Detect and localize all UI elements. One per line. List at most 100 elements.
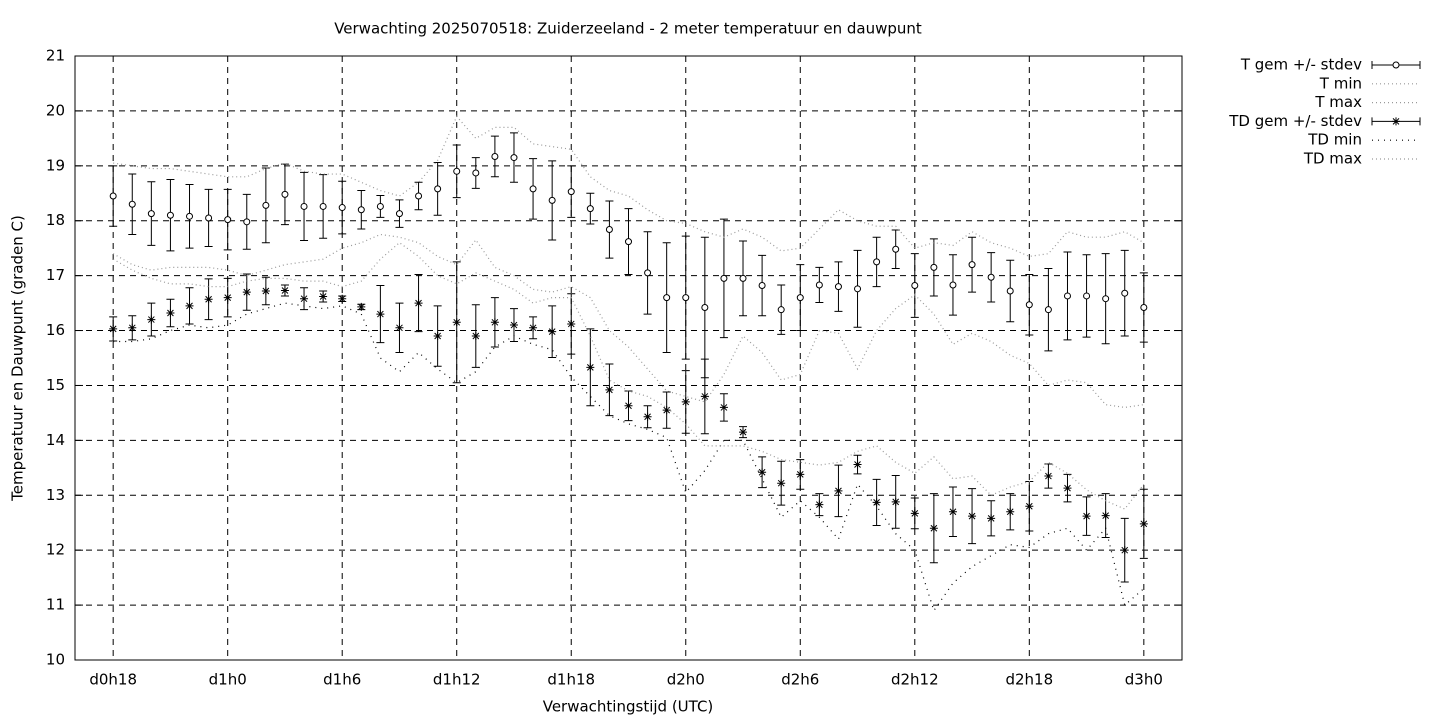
data-point <box>491 152 499 160</box>
x-tick-label: d1h18 <box>547 671 595 689</box>
data-point <box>185 301 194 310</box>
y-tick-label: 16 <box>46 321 65 339</box>
legend-marker <box>1392 61 1400 69</box>
data-point <box>701 303 709 311</box>
data-point <box>281 190 289 198</box>
data-point <box>1083 292 1091 300</box>
data-point <box>509 321 518 330</box>
x-tick-label: d1h12 <box>433 671 481 689</box>
y-tick-label: 17 <box>46 266 65 284</box>
data-point <box>796 294 804 302</box>
legend-label: T max <box>1314 93 1362 111</box>
data-point <box>395 210 403 218</box>
data-point <box>548 196 556 204</box>
data-point <box>910 509 919 518</box>
data-point <box>205 214 213 222</box>
data-point <box>434 185 442 193</box>
data-point <box>739 274 747 282</box>
data-point <box>243 218 251 226</box>
y-tick-label: 10 <box>46 651 65 669</box>
data-point <box>472 169 480 177</box>
y-axis-label: Temperatuur en Dauwpunt (graden C) <box>9 215 27 502</box>
data-point <box>453 167 461 175</box>
y-tick-label: 19 <box>46 156 65 174</box>
y-tick-label: 20 <box>46 101 65 119</box>
data-point <box>1044 472 1053 481</box>
y-tick-label: 14 <box>46 431 65 449</box>
data-point <box>147 210 155 218</box>
x-tick-label: d0h18 <box>89 671 137 689</box>
y-tick-label: 15 <box>46 376 65 394</box>
data-point <box>834 486 843 495</box>
data-point <box>300 294 309 303</box>
data-point <box>758 282 766 290</box>
data-point <box>1140 303 1148 311</box>
data-point <box>223 293 232 302</box>
data-point <box>911 282 919 290</box>
data-point <box>643 412 652 421</box>
data-point <box>815 281 823 289</box>
range-line <box>112 241 1145 510</box>
data-point <box>204 295 213 304</box>
data-point <box>147 315 156 324</box>
data-point <box>605 385 614 394</box>
data-point <box>319 202 327 210</box>
y-tick-label: 18 <box>46 211 65 229</box>
data-point <box>338 204 346 212</box>
data-point <box>548 327 557 336</box>
data-point <box>414 299 423 308</box>
x-tick-label: d1h6 <box>323 671 361 689</box>
y-tick-label: 21 <box>46 47 65 65</box>
data-point <box>681 397 690 406</box>
data-point <box>987 514 996 523</box>
data-point <box>796 470 805 479</box>
data-point <box>662 406 671 415</box>
data-point <box>261 287 270 296</box>
data-point <box>1082 512 1091 521</box>
data-point <box>415 192 423 200</box>
data-point <box>376 202 384 210</box>
data-point <box>1025 301 1033 309</box>
data-point <box>872 498 881 507</box>
data-point <box>433 332 442 341</box>
legend-label: T gem +/- stdev <box>1240 56 1362 74</box>
data-point <box>968 512 977 521</box>
data-point <box>624 401 633 410</box>
data-point <box>1120 546 1129 555</box>
legend-label: TD max <box>1303 150 1362 168</box>
legend-marker <box>1392 117 1400 126</box>
data-point <box>873 258 881 266</box>
data-point <box>166 308 175 317</box>
data-point <box>1101 511 1110 520</box>
data-point <box>586 363 595 372</box>
data-point <box>987 273 995 281</box>
data-point <box>567 188 575 196</box>
x-tick-label: d3h0 <box>1125 671 1163 689</box>
data-point <box>1139 519 1148 528</box>
data-point <box>471 332 480 341</box>
x-axis-label: Verwachtingstijd (UTC) <box>543 698 714 716</box>
data-point <box>758 468 767 477</box>
x-tick-label: d1h0 <box>209 671 247 689</box>
data-point <box>300 202 308 210</box>
data-point <box>452 318 461 327</box>
chart-title: Verwachting 2025070518: Zuiderzeeland - … <box>334 20 922 38</box>
plot-frame <box>74 55 1183 661</box>
data-point <box>930 263 938 271</box>
data-point <box>357 302 366 311</box>
x-tick-label: d2h12 <box>891 671 939 689</box>
data-point <box>109 192 117 200</box>
y-tick-label: 13 <box>46 486 65 504</box>
data-point <box>224 216 232 224</box>
data-point <box>1121 289 1129 297</box>
data-point <box>490 318 499 327</box>
data-point <box>1006 287 1014 295</box>
data-point <box>625 238 632 246</box>
y-tick-label: 11 <box>46 596 65 614</box>
data-point <box>834 283 842 291</box>
data-point <box>128 200 136 208</box>
data-point <box>853 460 862 469</box>
data-point <box>567 319 576 328</box>
